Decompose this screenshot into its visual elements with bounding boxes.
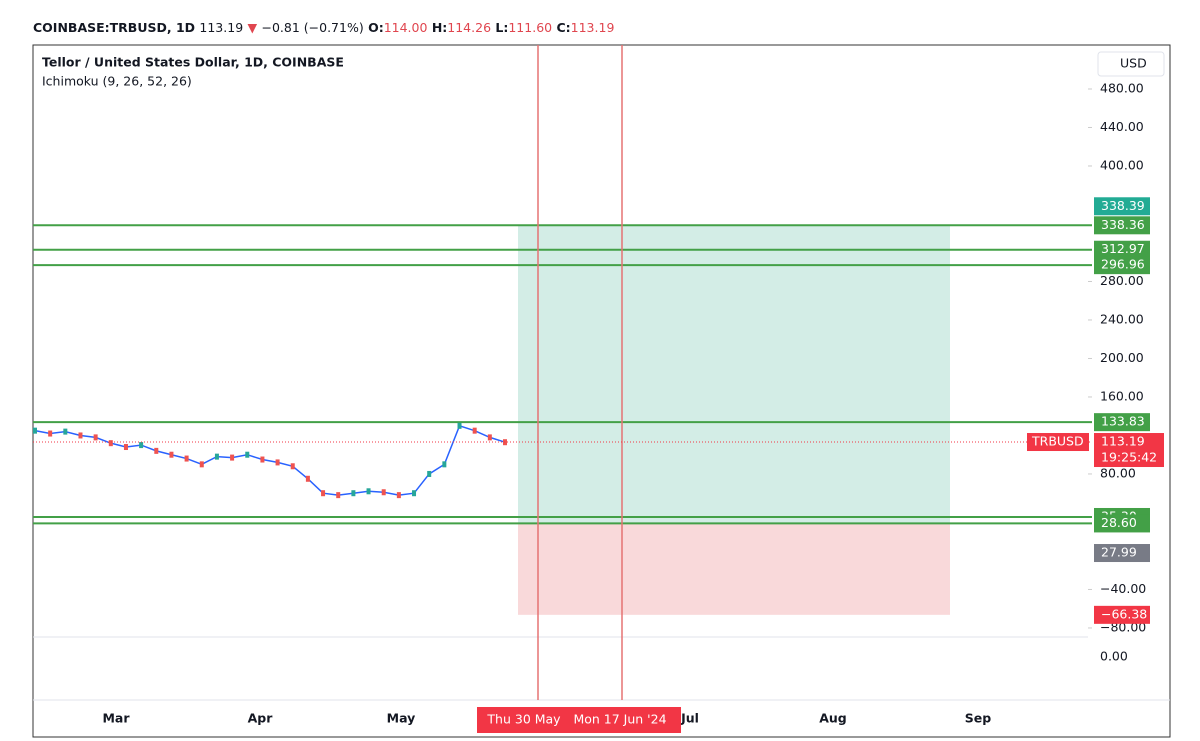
last-price-box: [1094, 433, 1164, 468]
y-tick-label: 480.00: [1100, 80, 1144, 95]
price-label: 296.96: [1101, 257, 1145, 272]
x-tick-label: Sep: [965, 711, 991, 726]
price-label-box: [1094, 256, 1150, 275]
position-label-box: [1094, 544, 1150, 563]
indicator: Ichimoku (9, 26, 52, 26): [42, 74, 192, 89]
x-tick-label: Mar: [102, 711, 130, 726]
candle: [123, 444, 128, 451]
price-label: 133.83: [1101, 414, 1145, 429]
position-label-box: [1094, 605, 1150, 624]
marker-label: Thu 30 May: [486, 712, 561, 727]
price-series: [34, 424, 506, 496]
candle: [169, 451, 174, 458]
o-label: O:: [368, 20, 384, 35]
candle: [78, 432, 83, 439]
candle: [108, 440, 113, 447]
candle: [93, 434, 98, 441]
x-tick-label: Apr: [248, 711, 274, 726]
price-label-box: [1094, 514, 1150, 533]
candle: [245, 451, 250, 458]
marker-label: Mon 17 Jun '24: [573, 712, 666, 727]
price-label-box: [1094, 413, 1150, 432]
candle: [199, 461, 204, 468]
price-label-box: [1094, 240, 1150, 259]
candle: [305, 475, 310, 482]
y-tick-label: 160.00: [1100, 388, 1144, 403]
symbol-label: TRBUSD: [1031, 434, 1084, 449]
x-tick-label: Jul: [680, 711, 699, 726]
y-tick-label: −40.00: [1100, 581, 1146, 596]
candle: [487, 434, 492, 441]
target-zone: [518, 225, 950, 525]
currency: USD: [1120, 56, 1147, 71]
y-tick-label: 280.00: [1100, 273, 1144, 288]
y-tick-label: 440.00: [1100, 119, 1144, 134]
candle: [472, 427, 477, 434]
candle: [321, 490, 326, 497]
candle: [154, 447, 159, 454]
x-tick-label: May: [387, 711, 416, 726]
h-label: H:: [431, 20, 448, 35]
currency-box: [1097, 51, 1165, 77]
c-label: C:: [556, 20, 571, 35]
candle: [260, 456, 265, 463]
y-tick-label: 240.00: [1100, 311, 1144, 326]
o: 114.00: [383, 20, 428, 35]
candle: [336, 492, 341, 499]
symbol-box: [1027, 433, 1089, 452]
last-price-label: 113.19: [1101, 434, 1145, 449]
l-label: L:: [495, 20, 509, 35]
header: COINBASE:TRBUSD, 1D 113.19 ▼ −0.81 (−0.7…: [33, 20, 614, 35]
candle: [412, 490, 417, 497]
x-tick-label: Aug: [819, 711, 847, 726]
candle: [48, 430, 53, 437]
c: 113.19: [570, 20, 615, 35]
price-label: 312.97: [1101, 241, 1145, 256]
candle: [63, 428, 68, 435]
candle: [214, 453, 219, 460]
chart-title: Tellor / United States Dollar, 1D, COINB…: [42, 55, 344, 70]
position-label: 338.39: [1101, 198, 1145, 213]
candle: [427, 470, 432, 477]
candle: [33, 427, 37, 434]
candle: [139, 442, 144, 449]
candle: [184, 455, 189, 462]
y-tick-label: 80.00: [1100, 465, 1136, 480]
marker-box: [477, 707, 681, 733]
position-label: 27.99: [1101, 545, 1137, 560]
h: 114.26: [447, 20, 492, 35]
candle: [442, 461, 447, 468]
arrow: ▼: [247, 20, 258, 35]
candle: [275, 459, 280, 466]
frame: [32, 44, 1171, 738]
y-tick-label: 200.00: [1100, 350, 1144, 365]
position-label: −66.38: [1101, 606, 1147, 621]
price-label: 338.36: [1101, 217, 1145, 232]
l: 111.60: [508, 20, 553, 35]
position-label-box: [1094, 197, 1150, 216]
candle: [457, 422, 462, 429]
candle: [396, 492, 401, 499]
y-tick-label: 400.00: [1100, 157, 1144, 172]
countdown: 19:25:42: [1101, 450, 1157, 465]
candle: [290, 463, 295, 470]
candle: [351, 490, 356, 497]
change: −0.81 (−0.71%): [261, 20, 364, 35]
price-label: 28.60: [1101, 515, 1137, 530]
price-label-box: [1094, 216, 1150, 235]
candle: [366, 488, 371, 495]
candle: [230, 454, 235, 461]
symbol: COINBASE:TRBUSD, 1D: [33, 20, 196, 35]
candle: [381, 489, 386, 496]
last: 113.19: [199, 20, 244, 35]
stop-zone: [518, 524, 950, 615]
lower-pane-label: 0.00: [1100, 649, 1128, 664]
